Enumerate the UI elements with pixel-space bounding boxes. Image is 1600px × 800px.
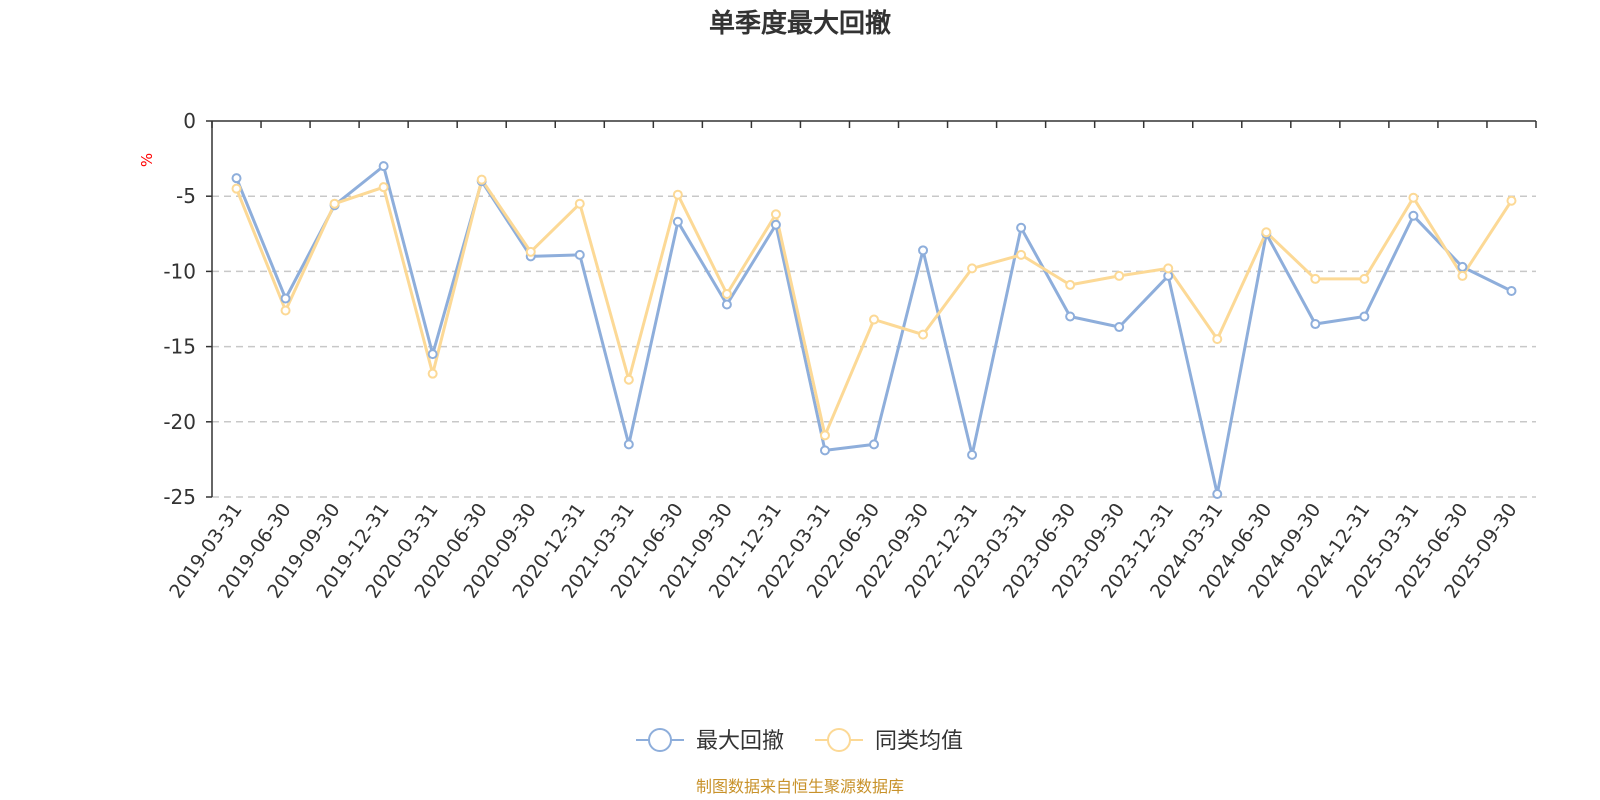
data-point[interactable] (525, 246, 536, 257)
y-tick-label: -20 (163, 410, 196, 434)
y-axis-ticks: 0 -5 -10 -15 -20 -25 (163, 109, 196, 509)
data-point[interactable] (1261, 227, 1272, 238)
data-point[interactable] (1212, 488, 1223, 499)
data-point[interactable] (427, 368, 438, 379)
y-tick-label: -25 (163, 485, 196, 509)
data-point[interactable] (1359, 311, 1370, 322)
y-tick-label: 0 (183, 109, 196, 133)
data-point[interactable] (672, 189, 683, 200)
data-point[interactable] (967, 263, 978, 274)
data-point[interactable] (1457, 261, 1468, 272)
legend-marker (827, 728, 851, 752)
data-point[interactable] (623, 374, 634, 385)
data-point[interactable] (378, 182, 389, 193)
data-point[interactable] (1506, 285, 1517, 296)
data-point[interactable] (819, 430, 830, 441)
y-tick-label: -15 (163, 335, 196, 359)
data-point[interactable] (967, 449, 978, 460)
data-point[interactable] (231, 173, 242, 184)
legend-marker (648, 728, 672, 752)
data-point[interactable] (1163, 263, 1174, 274)
data-point[interactable] (1310, 319, 1321, 330)
chart-title: 单季度最大回撤 (709, 8, 891, 39)
data-point[interactable] (918, 245, 929, 256)
series-group (231, 161, 1517, 499)
data-point[interactable] (231, 183, 242, 194)
data-point[interactable] (721, 299, 732, 310)
data-point[interactable] (1065, 311, 1076, 322)
data-point[interactable] (819, 445, 830, 456)
data-point[interactable] (1506, 195, 1517, 206)
data-point[interactable] (721, 288, 732, 299)
data-point[interactable] (1457, 270, 1468, 281)
data-point[interactable] (280, 293, 291, 304)
data-point[interactable] (1359, 273, 1370, 284)
data-point[interactable] (1114, 322, 1125, 333)
data-point[interactable] (918, 329, 929, 340)
data-point[interactable] (623, 439, 634, 450)
data-point[interactable] (1016, 222, 1027, 233)
data-point[interactable] (378, 161, 389, 172)
data-point[interactable] (574, 198, 585, 209)
data-point[interactable] (770, 219, 781, 230)
data-point[interactable] (1310, 273, 1321, 284)
data-point[interactable] (1212, 334, 1223, 345)
y-tick-label: -10 (163, 259, 196, 283)
source-note: 制图数据来自恒生聚源数据库 (696, 777, 904, 796)
data-point[interactable] (427, 349, 438, 360)
data-point[interactable] (1065, 279, 1076, 290)
series-line-2 (235, 178, 1513, 437)
data-point[interactable] (770, 209, 781, 220)
x-axis-ticks: 2019-03-312019-06-302019-09-302019-12-31… (165, 499, 1521, 602)
legend-label: 同类均值 (875, 729, 963, 754)
data-point[interactable] (574, 249, 585, 260)
legend-item-1[interactable]: 最大回撤 (636, 728, 784, 754)
legend[interactable]: 最大回撤 同类均值 (636, 728, 963, 754)
data-point[interactable] (1114, 270, 1125, 281)
data-point[interactable] (280, 305, 291, 316)
data-point[interactable] (1408, 210, 1419, 221)
legend-item-2[interactable]: 同类均值 (815, 728, 963, 754)
grid-lines (212, 195, 1536, 498)
data-point[interactable] (1016, 249, 1027, 260)
data-point[interactable] (1408, 192, 1419, 203)
y-unit-label: % (138, 153, 156, 167)
legend-label: 最大回撤 (696, 729, 784, 754)
data-point[interactable] (869, 439, 879, 450)
data-point[interactable] (329, 198, 340, 209)
axes (206, 120, 1537, 498)
data-point[interactable] (672, 216, 683, 227)
data-point[interactable] (869, 314, 879, 325)
data-point[interactable] (476, 174, 487, 185)
y-tick-label: -5 (176, 184, 196, 208)
